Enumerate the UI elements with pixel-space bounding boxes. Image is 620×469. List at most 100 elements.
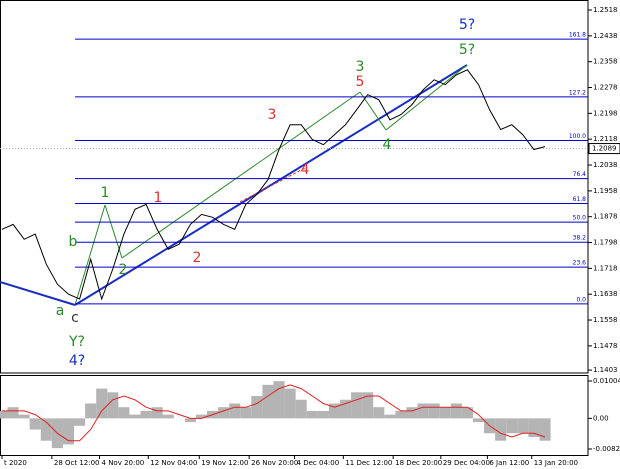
y-tick-label: 1.2358 — [593, 58, 618, 66]
histogram-bar — [0, 410, 8, 419]
wave-label: 1 — [154, 190, 163, 206]
fib-level-label: 38.2 — [573, 235, 587, 242]
wave-line — [359, 91, 387, 131]
histogram-bar — [273, 381, 285, 419]
y-tick-label: 1.1558 — [593, 316, 618, 324]
y-tick-label: 1.1478 — [593, 342, 618, 350]
fib-level-label: 161.8 — [569, 32, 586, 39]
histogram-bar — [40, 418, 52, 441]
wave-label: 4 — [383, 137, 392, 153]
price-plot: 161.8 127.2 100.0 76.4 61.8 50.0 38.2 23.6 0.0 — [0, 32, 588, 305]
histogram-bar — [107, 392, 119, 419]
fib-level-label: 61.8 — [573, 196, 587, 203]
wave-line — [74, 204, 106, 306]
histogram-bar — [151, 407, 163, 419]
histogram-bar — [7, 407, 19, 419]
fib-level-label: 76.4 — [573, 171, 587, 178]
histogram-bar — [140, 410, 152, 419]
x-tick-label: 4 Dec 04:00 — [297, 459, 340, 467]
x-tick-label: 6 Jan 12:00 — [489, 459, 529, 467]
histogram-bar — [284, 388, 296, 419]
last-price-box — [588, 143, 620, 155]
wave-label: 5 — [356, 74, 365, 90]
histogram-bar — [461, 407, 473, 419]
histogram-bar — [317, 410, 329, 419]
wave-line — [385, 64, 468, 131]
y-tick-label: 1.2198 — [593, 109, 618, 117]
histogram-bar — [528, 418, 540, 437]
histogram-bar — [373, 407, 385, 419]
histogram-bar — [62, 418, 75, 445]
x-tick-label: 4 Nov 20:00 — [102, 459, 145, 467]
histogram-bar — [229, 403, 241, 419]
x-tick-label: 13 Jan 20:00 — [534, 459, 578, 467]
signal-line — [2, 384, 546, 442]
y-tick-label: 0.01004 — [593, 377, 620, 385]
wave-line — [74, 64, 468, 306]
x-tick-label: t 2020 — [4, 459, 27, 467]
histogram-bar — [74, 418, 86, 426]
wave-label: b — [69, 234, 78, 250]
x-tick-label: 19 Nov 12:00 — [201, 459, 248, 467]
histogram-bar — [439, 407, 451, 419]
histogram-bar — [384, 414, 396, 419]
y-tick-label: 1.2278 — [593, 84, 618, 92]
wave-label: 3 — [356, 59, 365, 75]
histogram-bar — [351, 392, 363, 419]
wave-line — [0, 281, 76, 306]
wave-label: 5? — [459, 42, 475, 58]
oscillator-plot — [0, 381, 551, 449]
histogram-bar — [218, 407, 230, 419]
fib-level-label: 0.0 — [576, 296, 586, 303]
y-tick-label: 0.00 — [593, 414, 609, 422]
main-frame — [0, 0, 589, 374]
x-tick-label: 26 Nov 20:00 — [251, 459, 298, 467]
histogram-bar — [240, 407, 252, 419]
histogram-bar — [184, 418, 196, 423]
histogram-bar — [450, 403, 462, 419]
axes: 1.2518 1.2438 1.2358 1.2278 1.2198 1.2118 1.20… — [1, 6, 620, 467]
wave-label: 4 — [301, 162, 310, 178]
histogram-bar — [85, 403, 97, 419]
wave-line — [239, 167, 306, 203]
y-tick-label: -0.00823 — [593, 445, 620, 453]
histogram-bar — [18, 414, 30, 419]
last-price-label: 1.2089 — [592, 145, 617, 153]
histogram-bar — [417, 403, 429, 419]
fib-level-label: 50.0 — [573, 215, 587, 222]
histogram-bar — [195, 414, 208, 419]
wave-label: 1 — [101, 185, 110, 201]
wave-label: Y? — [68, 334, 85, 350]
histogram-bar — [129, 414, 141, 419]
histogram-bar — [306, 410, 318, 419]
histogram-bar — [362, 392, 374, 419]
wave-label: c — [71, 310, 79, 326]
histogram-bar — [262, 384, 274, 419]
x-tick-label: 11 Dec 12:00 — [345, 459, 392, 467]
y-tick-label: 1.1958 — [593, 187, 618, 195]
wave-line — [121, 91, 361, 259]
wave-label: a — [56, 303, 65, 319]
wave-label: 2 — [119, 262, 128, 278]
histogram-bar — [506, 418, 518, 434]
fib-level-label: 127.2 — [569, 89, 586, 96]
histogram-bar — [295, 399, 307, 419]
histogram-bar — [162, 414, 174, 419]
x-tick-label: 29 Dec 04:00 — [443, 459, 490, 467]
fib-level-label: 100.0 — [569, 133, 586, 140]
wave-label: 5? — [459, 17, 475, 33]
wave-line — [104, 204, 123, 259]
wave-label: 3 — [268, 107, 277, 123]
histogram-bar — [251, 396, 263, 419]
histogram-bar — [406, 407, 418, 419]
y-tick-label: 1.2118 — [593, 135, 618, 143]
x-tick-label: 12 Nov 04:00 — [150, 459, 197, 467]
y-tick-label: 1.1878 — [593, 213, 618, 221]
histogram-bar — [517, 418, 529, 434]
histogram-bar — [118, 407, 130, 419]
x-tick-label: 28 Oct 12:00 — [54, 459, 100, 467]
fib-level-label: 23.6 — [573, 260, 587, 267]
histogram-bar — [428, 403, 440, 419]
histogram-bar — [539, 418, 551, 441]
